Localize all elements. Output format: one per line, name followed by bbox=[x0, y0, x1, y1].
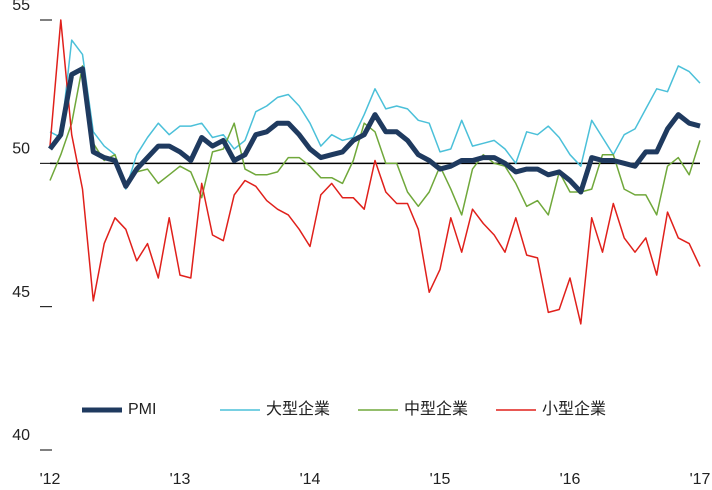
series-line bbox=[48, 66, 701, 195]
series-line bbox=[49, 65, 701, 216]
series-line bbox=[49, 19, 701, 325]
x-tick-label: '15 bbox=[430, 471, 451, 488]
y-tick-label: 55 bbox=[12, 0, 30, 14]
x-tick-label: '16 bbox=[560, 471, 581, 488]
y-tick-label: 40 bbox=[12, 427, 30, 444]
series-line bbox=[49, 39, 701, 190]
x-tick-label: '12 bbox=[40, 471, 61, 488]
legend-label: 小型企業 bbox=[542, 400, 606, 418]
y-tick-label: 45 bbox=[12, 284, 30, 301]
legend-label: PMI bbox=[128, 401, 156, 418]
x-tick-label: '17 bbox=[690, 471, 711, 488]
x-tick-label: '14 bbox=[300, 471, 321, 488]
legend-label: 大型企業 bbox=[266, 400, 330, 418]
x-tick-label: '13 bbox=[170, 471, 191, 488]
y-tick-label: 50 bbox=[12, 141, 30, 158]
legend-label: 中型企業 bbox=[404, 400, 468, 418]
